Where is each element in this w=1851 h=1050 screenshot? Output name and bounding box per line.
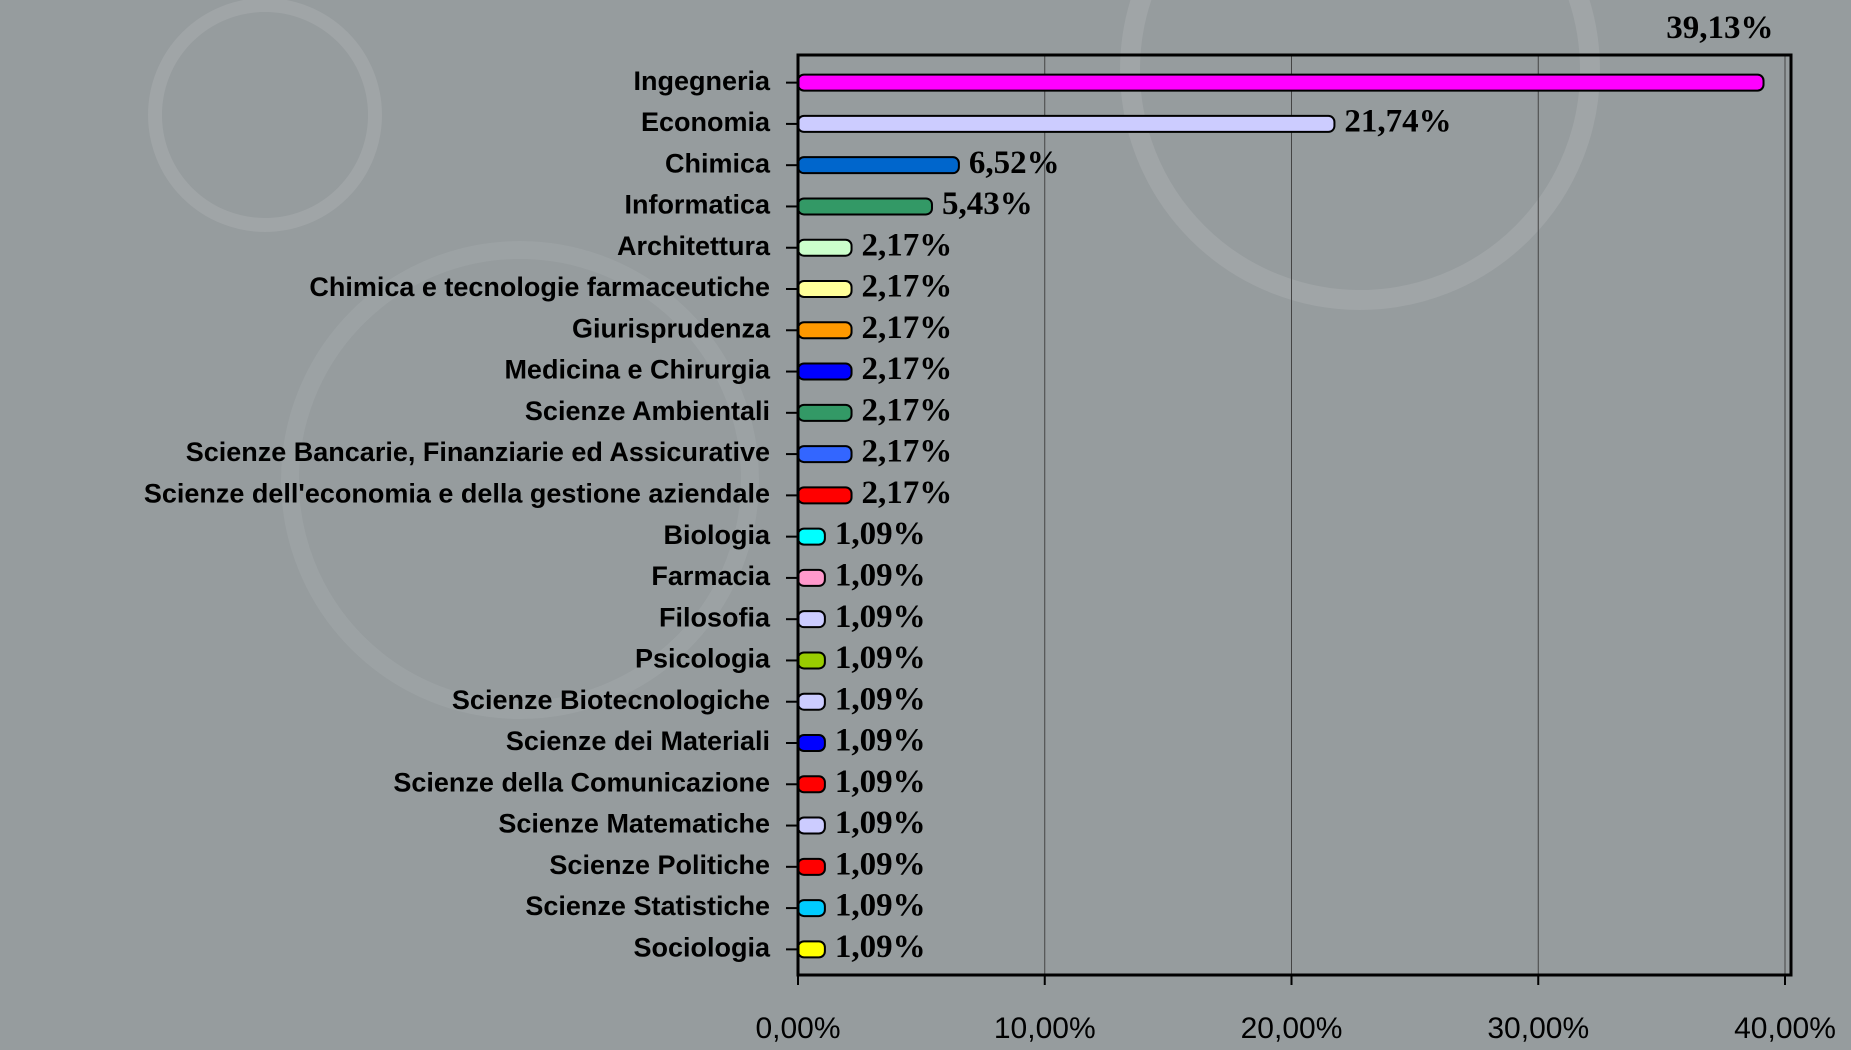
bar: [797, 403, 853, 422]
value-label: 1,09%: [835, 557, 926, 593]
y-tick-label: Scienze dei Materiali: [506, 726, 770, 756]
value-label: 1,09%: [835, 805, 926, 841]
y-tick-label: Scienze Bancarie, Finanziarie ed Assicur…: [186, 437, 770, 467]
value-label: 2,17%: [862, 434, 953, 470]
y-tick-label: Informatica: [624, 190, 771, 220]
bar: [797, 445, 853, 464]
value-label: 5,43%: [942, 186, 1033, 222]
bar: [797, 651, 826, 670]
bar: [797, 156, 960, 175]
bar: [797, 857, 826, 876]
decor: [148, 0, 382, 232]
value-label: 1,09%: [835, 888, 926, 924]
x-tick-label: 10,00%: [994, 1012, 1096, 1045]
y-tick-label: Sociologia: [633, 932, 771, 962]
value-label: 39,13%: [1666, 10, 1773, 46]
y-tick-label: Scienze Politiche: [549, 850, 770, 880]
bar: [797, 527, 826, 546]
y-tick-label: Chimica e tecnologie farmaceutiche: [309, 272, 770, 302]
bar: [797, 940, 826, 959]
value-label: 21,74%: [1344, 103, 1451, 139]
value-label: 1,09%: [835, 681, 926, 717]
y-tick-label: Scienze della Comunicazione: [393, 767, 770, 797]
value-label: 2,17%: [862, 310, 953, 346]
bar: [797, 775, 826, 794]
bar: [797, 73, 1765, 92]
y-tick-label: Psicologia: [635, 644, 771, 674]
value-label: 1,09%: [835, 764, 926, 800]
value-label: 1,09%: [835, 723, 926, 759]
bar: [797, 816, 826, 835]
grid: [797, 55, 1786, 975]
bar: [797, 238, 853, 257]
value-label: 2,17%: [862, 269, 953, 305]
y-tick-label: Medicina e Chirurgia: [504, 355, 771, 385]
y-tick-label: Filosofia: [659, 602, 771, 632]
x-tick-label: 0,00%: [755, 1012, 840, 1045]
x-tick-label: 40,00%: [1734, 1012, 1836, 1045]
y-tick-label: Ingegneria: [633, 66, 771, 96]
y-tick-label: Scienze dell'economia e della gestione a…: [144, 478, 770, 508]
y-tick-label: Scienze Statistiche: [525, 891, 770, 921]
bar: [797, 280, 853, 298]
y-tick-label: Economia: [641, 107, 771, 137]
bar: [797, 114, 1336, 133]
value-label: 2,17%: [862, 475, 953, 511]
y-tick-label: Architettura: [617, 231, 771, 261]
bar: [797, 362, 853, 381]
decor: [281, 241, 759, 719]
bar: [797, 321, 853, 340]
x-tick-label: 20,00%: [1241, 1012, 1343, 1045]
value-label: 2,17%: [862, 392, 953, 428]
plot-frame: [796, 53, 1793, 977]
value-label: 1,09%: [835, 640, 926, 676]
bar: [797, 486, 853, 505]
x-tick-label: 30,00%: [1487, 1012, 1589, 1045]
y-tick-label: Scienze Ambientali: [525, 396, 770, 426]
y-tick-label: Scienze Matematiche: [498, 809, 770, 839]
bar: [797, 692, 826, 711]
y-tick-label: Biologia: [664, 520, 771, 550]
value-label: 1,09%: [835, 846, 926, 882]
value-label: 6,52%: [969, 145, 1060, 181]
bar: [797, 568, 826, 587]
y-tick-label: Farmacia: [651, 561, 771, 591]
value-label: 1,09%: [835, 929, 926, 965]
value-label: 2,17%: [862, 351, 953, 387]
y-tick-label: Chimica: [665, 148, 771, 178]
y-tick-label: Giurisprudenza: [572, 313, 771, 343]
bar: [797, 197, 933, 216]
bar: [797, 899, 826, 918]
bar: [797, 734, 826, 752]
decor: [1120, 0, 1600, 310]
value-label: 1,09%: [835, 599, 926, 635]
bar: [797, 610, 826, 629]
value-label: 2,17%: [862, 227, 953, 263]
y-tick-label: Scienze Biotecnologiche: [452, 685, 770, 715]
value-label: 1,09%: [835, 516, 926, 552]
